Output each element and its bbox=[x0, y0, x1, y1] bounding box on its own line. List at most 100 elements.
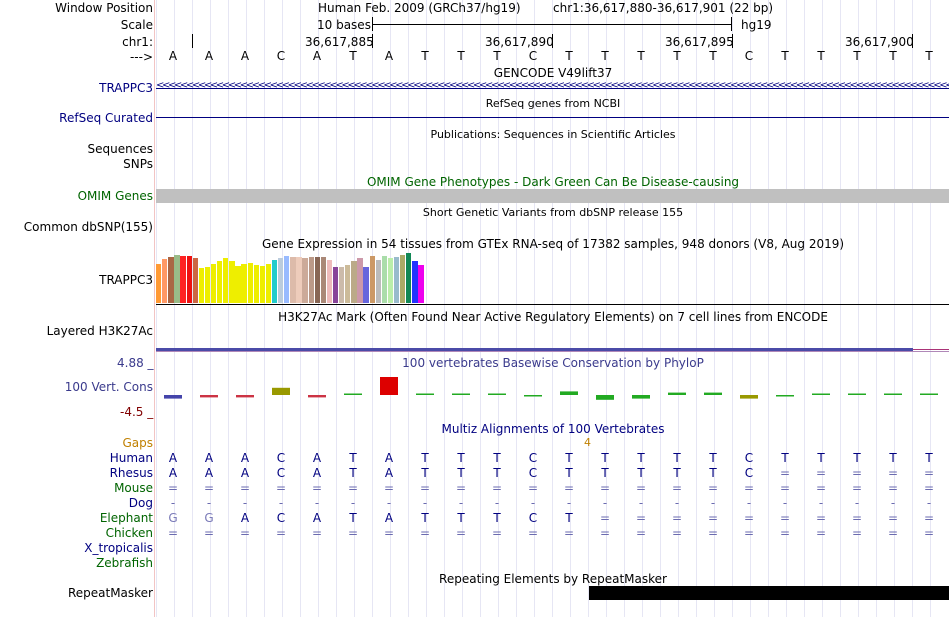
repeatmasker-label[interactable]: RepeatMasker bbox=[67, 586, 153, 600]
omim-feature-bar[interactable] bbox=[156, 189, 949, 203]
gtex-tissue-bar[interactable] bbox=[308, 257, 314, 303]
multiz-species-label[interactable]: Dog bbox=[128, 496, 153, 510]
multiz-base: C bbox=[744, 466, 754, 480]
multiz-species-label[interactable]: Zebrafish bbox=[96, 556, 153, 570]
gencode-gene-feature[interactable]: <<<<<<<<<<<<<<<<<<<<<<<<<<<<<<<<<<<<<<<<… bbox=[156, 81, 949, 95]
gtex-tissue-bar[interactable] bbox=[278, 258, 284, 303]
gtex-tissue-bar[interactable] bbox=[247, 263, 253, 303]
sequence-base: A bbox=[168, 49, 178, 63]
gtex-tissue-bar[interactable] bbox=[290, 257, 296, 303]
gtex-tissue-bar[interactable] bbox=[265, 264, 272, 303]
gtex-tissue-bar[interactable] bbox=[339, 267, 345, 303]
gtex-tissue-bar[interactable] bbox=[223, 258, 229, 303]
conservation-score-mark bbox=[776, 395, 794, 397]
gtex-tissue-bar[interactable] bbox=[229, 261, 235, 303]
multiz-gap-count: 4 bbox=[584, 436, 591, 449]
multiz-base: = bbox=[492, 526, 503, 540]
multiz-species-label[interactable]: Rhesus bbox=[109, 466, 153, 480]
gtex-tissue-bar[interactable] bbox=[351, 261, 357, 303]
multiz-species-label[interactable]: Human bbox=[109, 451, 153, 465]
gtex-tissue-bar[interactable] bbox=[186, 256, 192, 303]
conservation-score-mark bbox=[884, 393, 902, 395]
gtex-tissue-bar[interactable] bbox=[174, 255, 180, 303]
h3k27ac-label[interactable]: Layered H3K27Ac bbox=[46, 324, 153, 338]
gtex-tissue-bar[interactable] bbox=[271, 260, 278, 303]
h3k27ac-signal[interactable] bbox=[156, 348, 949, 353]
gtex-tissue-bar[interactable] bbox=[326, 260, 333, 303]
multiz-base: T bbox=[709, 451, 717, 465]
gtex-gene-label[interactable]: TRAPPC3 bbox=[99, 273, 153, 287]
gtex-tissue-bar[interactable] bbox=[400, 255, 406, 303]
gtex-tissue-bar[interactable] bbox=[180, 256, 186, 303]
publications-label-sequences[interactable]: Sequences bbox=[87, 142, 153, 156]
gtex-tissue-bar[interactable] bbox=[156, 264, 162, 303]
multiz-base: A bbox=[204, 451, 214, 465]
gtex-tissue-bar[interactable] bbox=[406, 253, 412, 303]
multiz-base: = bbox=[780, 481, 791, 495]
multiz-species-label[interactable]: Chicken bbox=[105, 526, 153, 540]
gtex-tissue-bar[interactable] bbox=[393, 257, 400, 303]
gtex-tissue-bar[interactable] bbox=[418, 265, 424, 303]
gtex-tissue-bar[interactable] bbox=[302, 258, 308, 303]
gtex-tissue-bar[interactable] bbox=[284, 256, 290, 303]
multiz-base: = bbox=[888, 526, 899, 540]
gtex-tissue-bar[interactable] bbox=[253, 265, 259, 303]
gtex-tissue-bar[interactable] bbox=[375, 260, 381, 303]
gtex-tissue-bar[interactable] bbox=[314, 257, 320, 303]
multiz-species-label[interactable]: X_tropicalis bbox=[84, 541, 153, 555]
gtex-bar-chart[interactable] bbox=[156, 253, 536, 303]
omim-label[interactable]: OMIM Genes bbox=[77, 189, 153, 203]
repeatmasker-feature[interactable] bbox=[589, 586, 949, 600]
gtex-tissue-bar[interactable] bbox=[192, 258, 198, 303]
conservation-score-mark bbox=[704, 392, 722, 395]
refseq-gene-feature[interactable] bbox=[156, 117, 949, 118]
gtex-tissue-bar[interactable] bbox=[357, 258, 363, 303]
gtex-tissue-bar[interactable] bbox=[204, 267, 211, 303]
multiz-base: - bbox=[458, 496, 464, 510]
multiz-base: T bbox=[493, 451, 501, 465]
repeatmasker-track-title: Repeating Elements by RepeatMasker bbox=[439, 572, 667, 586]
multiz-base: T bbox=[421, 451, 429, 465]
multiz-base: T bbox=[421, 511, 429, 525]
publications-label-snps[interactable]: SNPs bbox=[123, 157, 153, 171]
gtex-tissue-bar[interactable] bbox=[162, 259, 168, 303]
gtex-tissue-bar[interactable] bbox=[235, 266, 241, 303]
conservation-score-mark bbox=[236, 395, 254, 398]
multiz-base: = bbox=[672, 511, 683, 525]
dbsnp-label[interactable]: Common dbSNP(155) bbox=[23, 220, 153, 234]
multiz-species-label[interactable]: Elephant bbox=[99, 511, 153, 525]
gtex-tissue-bar[interactable] bbox=[381, 256, 388, 303]
conservation-label[interactable]: 100 Vert. Cons bbox=[64, 380, 153, 394]
gtex-tissue-bar[interactable] bbox=[296, 257, 302, 303]
conservation-score-mark bbox=[380, 377, 398, 395]
multiz-base: = bbox=[420, 526, 431, 540]
gtex-tissue-bar[interactable] bbox=[363, 267, 369, 303]
gtex-tissue-bar[interactable] bbox=[259, 266, 266, 303]
multiz-species-label[interactable]: Mouse bbox=[114, 481, 153, 495]
refseq-label[interactable]: RefSeq Curated bbox=[59, 111, 153, 125]
gtex-tissue-bar[interactable] bbox=[210, 264, 217, 303]
multiz-base: - bbox=[818, 496, 824, 510]
gtex-tissue-bar[interactable] bbox=[320, 257, 327, 303]
conservation-plot[interactable] bbox=[156, 370, 950, 420]
gtex-tissue-bar[interactable] bbox=[168, 257, 174, 303]
sequence-base: A bbox=[384, 49, 394, 63]
multiz-base: = bbox=[348, 481, 359, 495]
gencode-gene-label[interactable]: TRAPPC3 bbox=[99, 81, 153, 95]
gtex-tissue-bar[interactable] bbox=[412, 261, 418, 303]
gtex-tissue-bar[interactable] bbox=[345, 265, 351, 303]
multiz-base: - bbox=[854, 496, 860, 510]
multiz-base: A bbox=[168, 466, 178, 480]
gtex-tissue-bar[interactable] bbox=[387, 258, 394, 303]
sequence-base: T bbox=[349, 49, 357, 63]
scale-db-label: hg19 bbox=[741, 18, 772, 32]
gtex-tissue-bar[interactable] bbox=[198, 268, 205, 303]
gtex-tissue-bar[interactable] bbox=[369, 256, 375, 303]
conservation-min-label: -4.5 _ bbox=[120, 405, 154, 419]
sequence-base: C bbox=[528, 49, 538, 63]
gtex-tissue-bar[interactable] bbox=[217, 261, 223, 303]
gtex-tissue-bar[interactable] bbox=[332, 267, 339, 303]
gtex-tissue-bar[interactable] bbox=[241, 264, 247, 303]
track-separator bbox=[156, 304, 949, 305]
